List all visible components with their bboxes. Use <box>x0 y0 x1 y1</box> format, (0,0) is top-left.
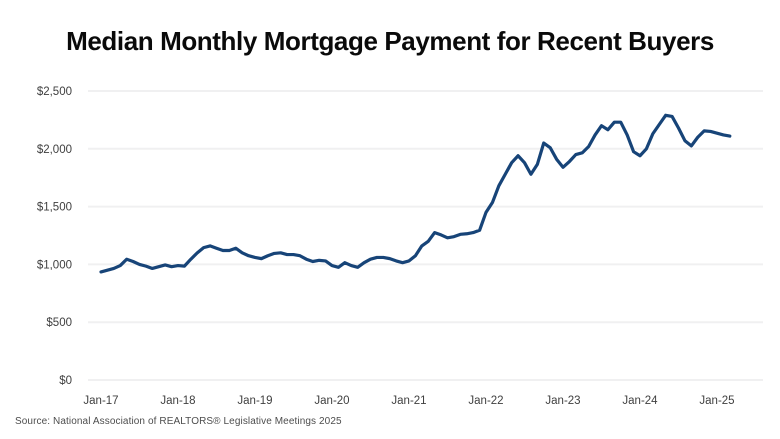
x-axis-tick-label: Jan-22 <box>468 395 503 407</box>
payment-line <box>99 113 732 274</box>
x-axis-tick-label: Jan-18 <box>160 395 195 407</box>
y-axis-tick-label: $0 <box>59 375 72 387</box>
source-note: Source: National Association of REALTORS… <box>15 416 342 427</box>
x-axis-tick-label: Jan-17 <box>83 395 118 407</box>
y-axis-tick-label: $500 <box>46 317 72 329</box>
y-axis-tick-label: $1,500 <box>37 202 72 214</box>
x-axis-tick-label: Jan-20 <box>314 395 349 407</box>
x-axis-tick-label: Jan-21 <box>391 395 426 407</box>
x-axis-tick-label: Jan-19 <box>237 395 272 407</box>
x-axis-tick-label: Jan-23 <box>545 395 580 407</box>
x-axis-tick-label: Jan-24 <box>622 395 658 407</box>
y-axis-tick-label: $2,500 <box>37 86 72 98</box>
y-axis-tick-label: $1,000 <box>37 259 72 271</box>
y-axis-tick-label: $2,000 <box>37 144 72 156</box>
x-axis-tick-label: Jan-25 <box>699 395 734 407</box>
chart-title: Median Monthly Mortgage Payment for Rece… <box>66 26 714 56</box>
